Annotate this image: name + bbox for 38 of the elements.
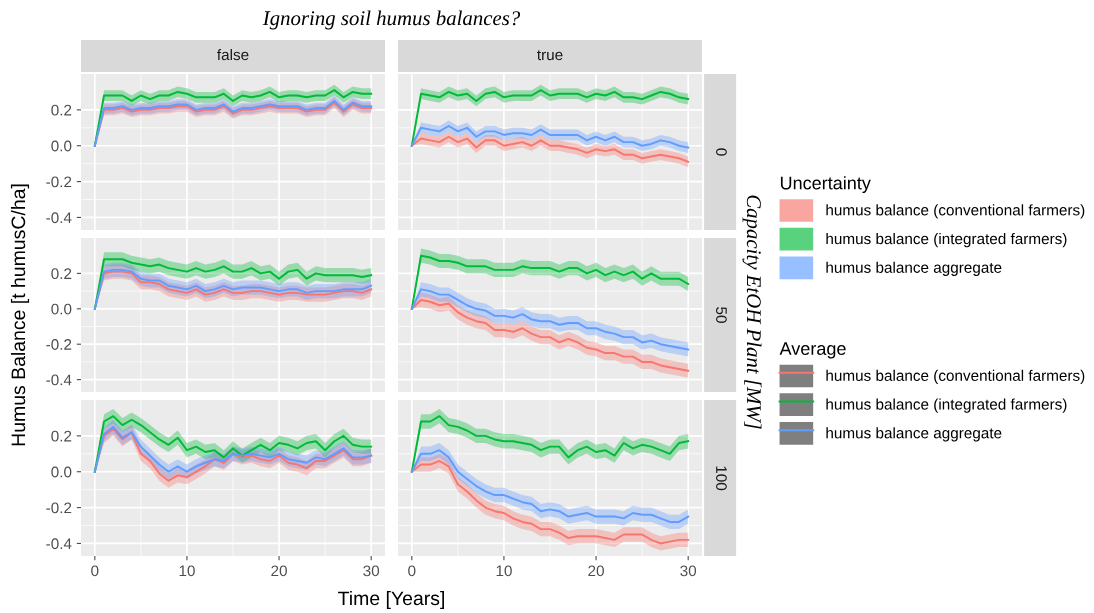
legend-title: Average [779, 342, 846, 359]
y2-axis-title: 50 [716, 307, 727, 323]
legend-label: humus balance (conventional farmers) [826, 204, 1085, 219]
x-tick-label: 30 [680, 565, 697, 577]
x-tick-label: 0 [408, 565, 416, 577]
text: Ignoring soil humus balances? [262, 10, 521, 30]
legend-label: humus balance (integrated farmers) [826, 398, 1067, 413]
x-tick-label: 10 [496, 565, 512, 577]
y-tick-label: -0.2 [46, 176, 72, 188]
y-tick-label: 0.0 [51, 466, 72, 478]
y-axis-title: Humus Balance [t humusC/ha] [10, 184, 30, 446]
x-tick-label: 10 [179, 565, 195, 577]
legend-label: humus balance (conventional farmers) [826, 369, 1085, 384]
legend-title: Uncertainty [780, 176, 871, 194]
text: Capacity EtOH Plant [MW] [742, 195, 762, 429]
y-tick-label: -0.2 [46, 502, 72, 514]
x-tick-label: 20 [271, 565, 287, 577]
x-axis-title: Time [Years] [338, 590, 444, 610]
y-tick-label: -0.2 [46, 339, 72, 350]
x-tick-label: 20 [588, 565, 604, 577]
y-tick-label: -0.4 [46, 538, 72, 550]
chart-title: true [537, 50, 563, 61]
y-tick-label: 0.2 [51, 268, 72, 280]
legend-label: humus balance aggregate [826, 427, 1002, 442]
y-tick-label: -0.4 [46, 374, 72, 386]
y-tick-label: 0.0 [51, 303, 72, 315]
chart-title: false [217, 48, 249, 61]
x-tick-label: 0 [91, 565, 99, 577]
x-tick-label: 30 [363, 565, 380, 577]
y2-axis-title: 100 [716, 466, 727, 491]
y-tick-label: 0.2 [51, 430, 72, 442]
legend-label: humus balance (integrated farmers) [826, 232, 1067, 248]
legend-label: humus balance aggregate [826, 261, 1002, 276]
y-tick-label: 0.2 [51, 104, 72, 116]
y-tick-label: 0.0 [51, 140, 72, 152]
line-series [93, 425, 373, 473]
y-tick-label: -0.4 [46, 212, 72, 224]
y2-axis-title: 0 [716, 148, 727, 156]
